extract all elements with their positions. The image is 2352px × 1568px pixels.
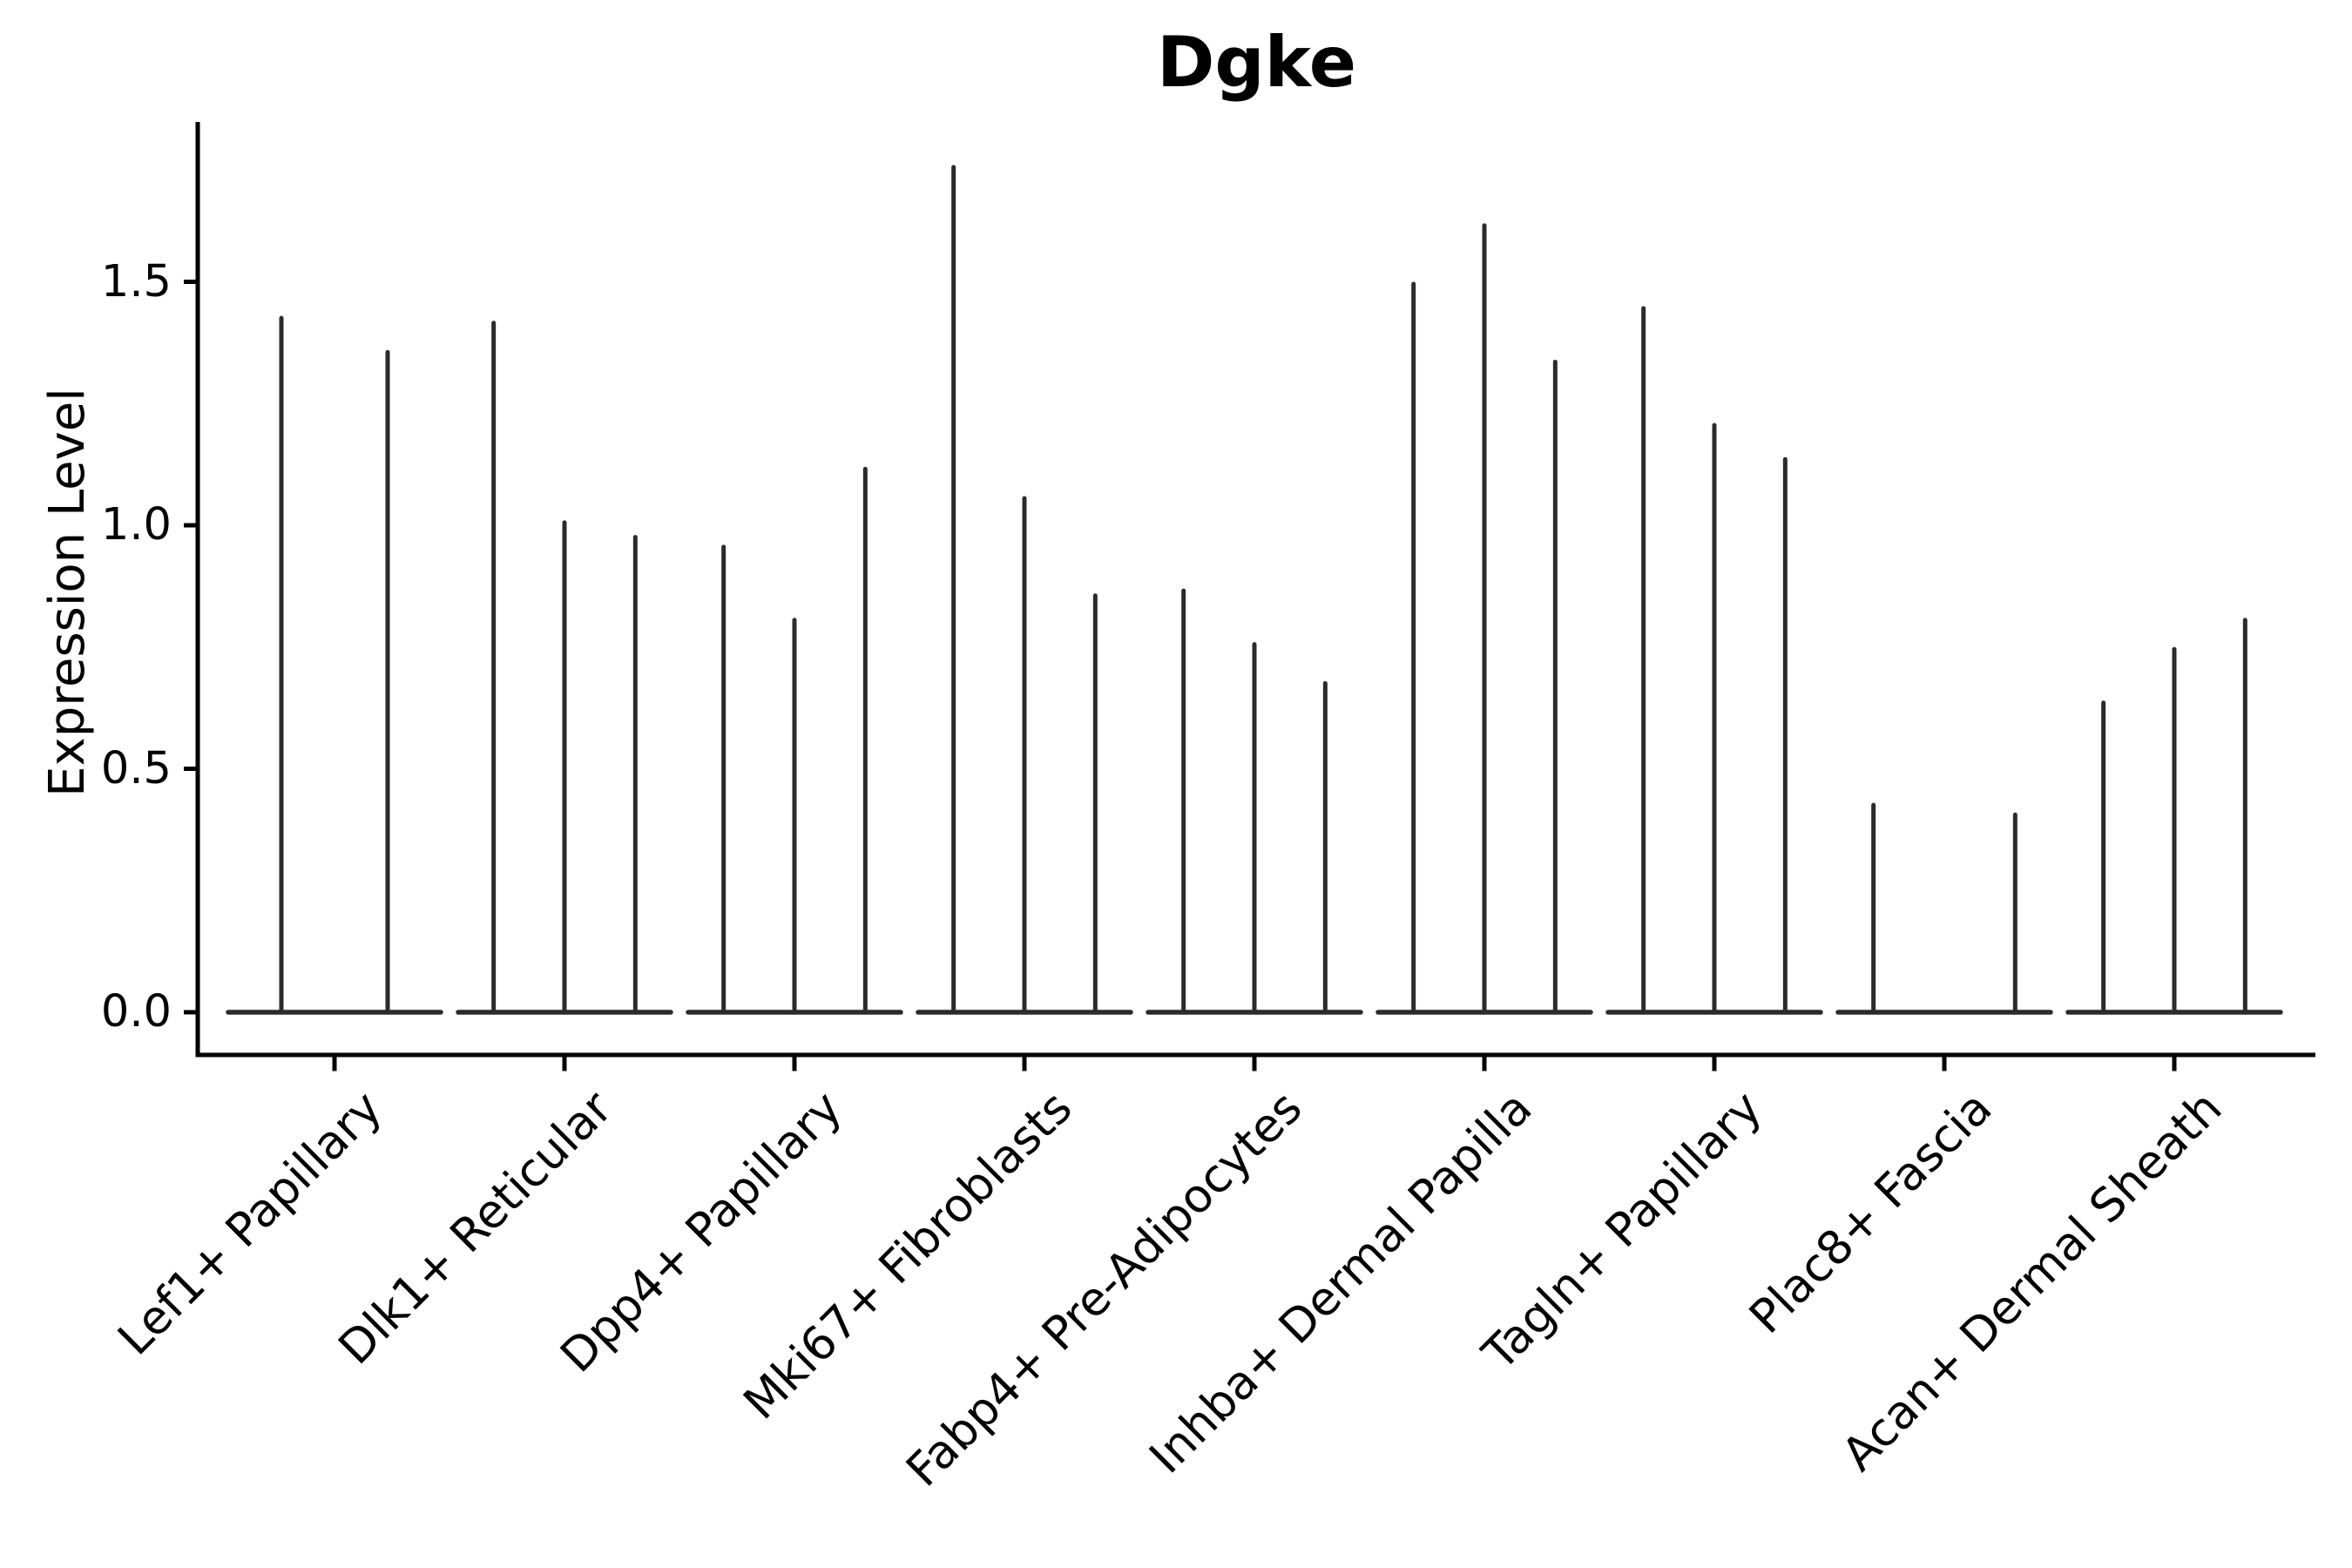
y-axis-label: Expression Level: [39, 388, 96, 797]
chart-title: Dgke: [1157, 22, 1356, 103]
y-tick-label: 1.0: [100, 499, 172, 551]
y-tick-label: 0.0: [100, 986, 172, 1037]
y-tick-label: 1.5: [100, 255, 172, 308]
y-tick-label: 0.5: [100, 742, 172, 794]
